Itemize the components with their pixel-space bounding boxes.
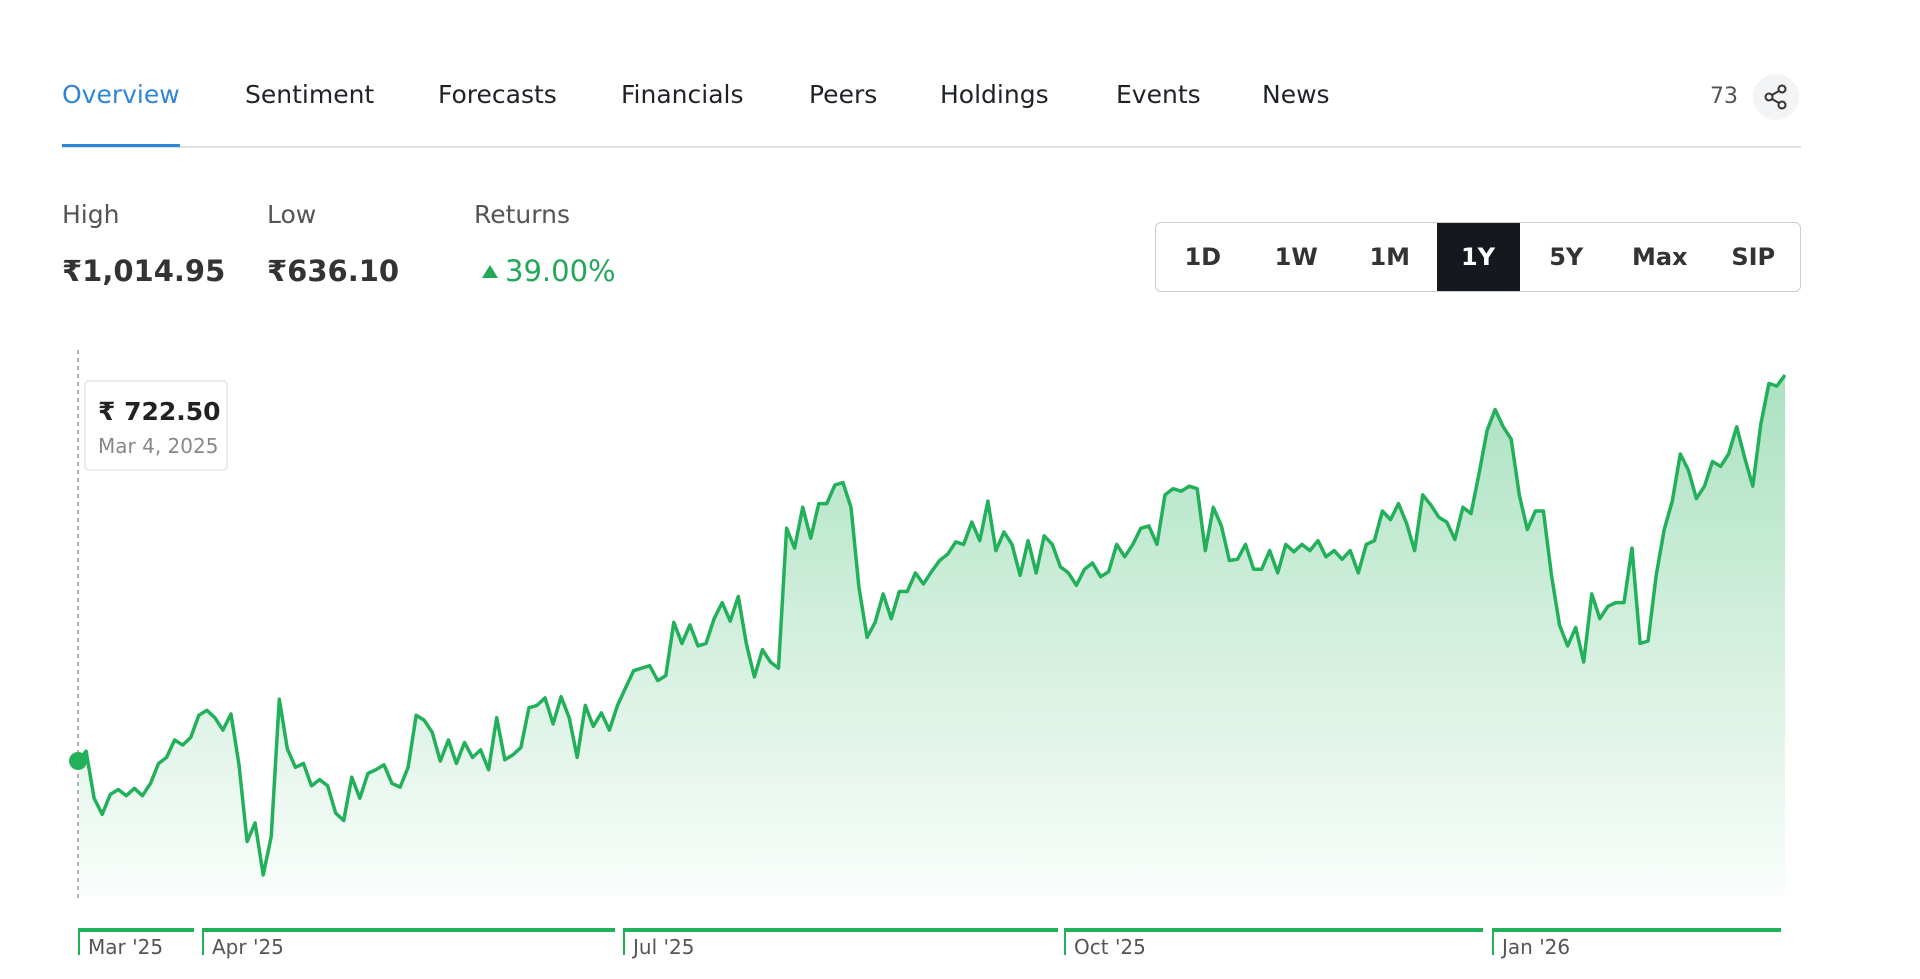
up-arrow	[482, 265, 498, 278]
returns-value: 39.00%	[505, 254, 616, 288]
range-button[interactable]: SIP	[1731, 243, 1776, 271]
tooltip-date: Mar 4, 2025	[98, 434, 218, 458]
range-button[interactable]: 1M	[1369, 243, 1411, 271]
hover-dot	[69, 751, 87, 770]
x-tick-label: Jan '26	[1500, 935, 1570, 959]
range-button[interactable]: 1W	[1274, 243, 1318, 271]
share-count: 73	[1710, 84, 1738, 109]
share-icon	[1764, 84, 1787, 110]
tab[interactable]: Peers	[809, 80, 878, 109]
stat-label: High	[62, 200, 120, 229]
tab[interactable]: Overview	[62, 80, 180, 109]
range-button[interactable]: Max	[1631, 243, 1688, 271]
stat-value: ₹1,014.95	[62, 254, 226, 288]
range-selector: 1D 1W 1M 1Y 5Y Max SIP	[1155, 222, 1801, 292]
tab[interactable]: Holdings	[940, 80, 1049, 109]
stat-value: ₹636.10	[267, 254, 400, 288]
tab[interactable]: Events	[1116, 80, 1201, 109]
x-tick-label: Mar '25	[88, 935, 163, 959]
share-button[interactable]	[1753, 74, 1799, 120]
area	[78, 375, 1785, 897]
tab[interactable]: Forecasts	[438, 80, 557, 109]
tab-divider	[62, 146, 1801, 148]
tab[interactable]: Financials	[621, 80, 744, 109]
tooltip	[84, 380, 228, 471]
range-button[interactable]: 5Y	[1549, 243, 1584, 271]
returns-label: Returns	[474, 200, 570, 229]
stat-label: Low	[267, 200, 317, 229]
tab[interactable]: News	[1262, 80, 1330, 109]
price-line	[76, 373, 1787, 877]
x-tick-label: Apr '25	[212, 935, 284, 959]
tooltip-value: ₹ 722.50	[98, 397, 221, 426]
range-button[interactable]: 1D	[1184, 243, 1222, 271]
x-tick-label: Jul '25	[631, 935, 694, 959]
range-button[interactable]: 1Y	[1436, 223, 1520, 291]
tab[interactable]: Sentiment	[245, 80, 375, 109]
active-tab-underline	[62, 144, 180, 147]
x-tick-label: Oct '25	[1074, 935, 1146, 959]
